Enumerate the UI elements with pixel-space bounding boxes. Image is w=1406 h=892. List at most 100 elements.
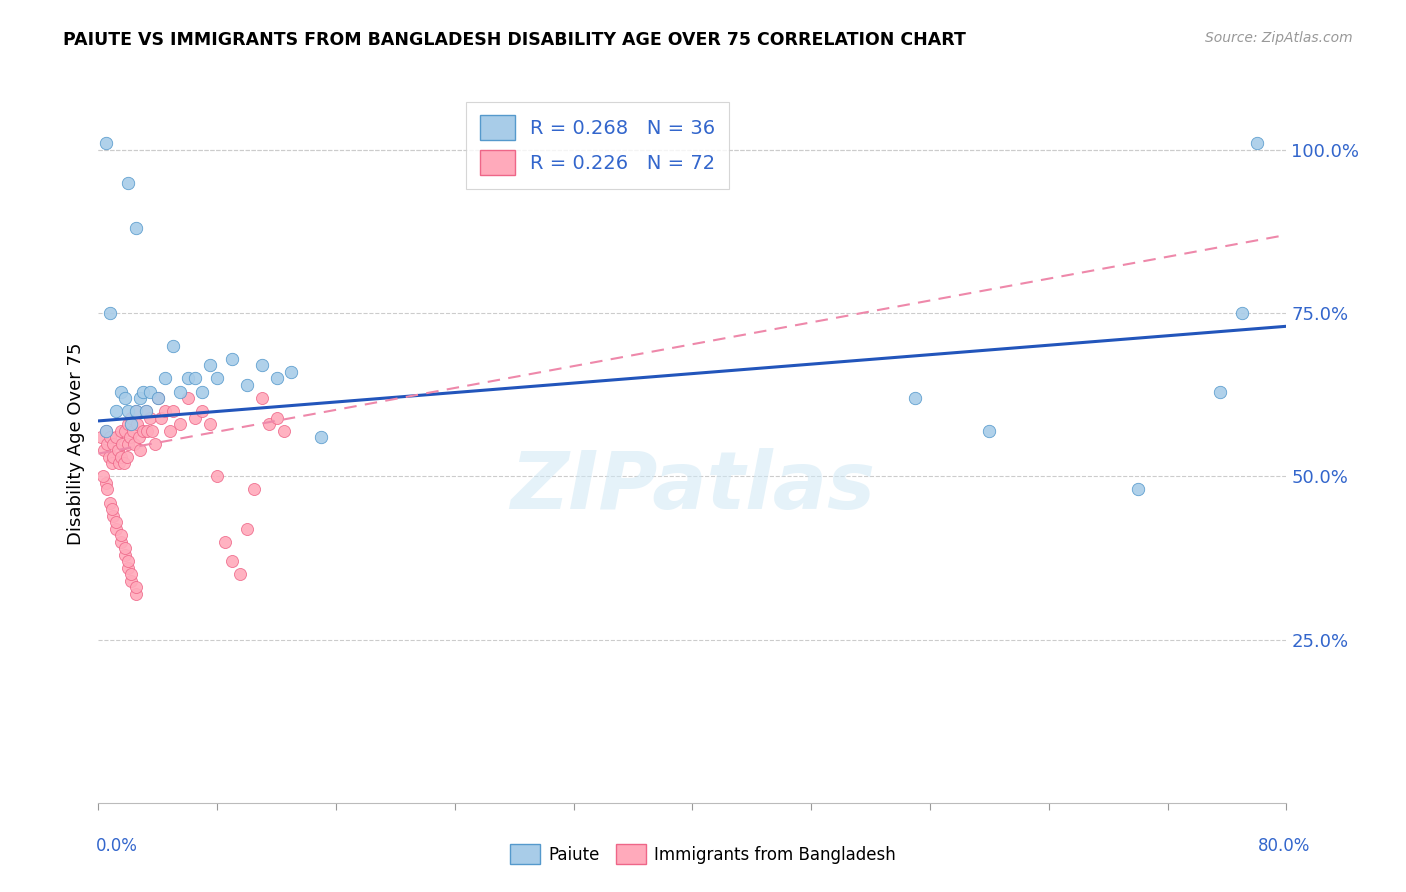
Point xyxy=(101,502,124,516)
Point xyxy=(120,410,142,425)
Point xyxy=(93,443,115,458)
Point xyxy=(139,384,162,399)
Point xyxy=(309,430,332,444)
Point xyxy=(110,534,132,549)
Point xyxy=(122,436,145,450)
Point xyxy=(110,384,132,399)
Point xyxy=(94,424,117,438)
Point xyxy=(191,404,214,418)
Point xyxy=(155,371,177,385)
Point xyxy=(120,417,142,432)
Point xyxy=(184,410,207,425)
Point xyxy=(121,424,143,438)
Point xyxy=(110,450,132,464)
Point xyxy=(979,424,1001,438)
Point xyxy=(94,136,117,151)
Point xyxy=(176,391,198,405)
Point xyxy=(155,404,177,418)
Point xyxy=(124,587,146,601)
Point xyxy=(128,430,150,444)
Point xyxy=(110,528,132,542)
Point xyxy=(266,410,288,425)
Point xyxy=(96,436,118,450)
Point xyxy=(280,365,302,379)
Text: 0.0%: 0.0% xyxy=(96,837,138,855)
Point xyxy=(124,221,146,235)
Point xyxy=(91,469,114,483)
Point xyxy=(266,371,288,385)
Point xyxy=(162,404,184,418)
Point xyxy=(146,391,169,405)
Point xyxy=(124,581,146,595)
Point xyxy=(117,417,139,432)
Point xyxy=(105,430,128,444)
Point xyxy=(1230,306,1253,320)
Point xyxy=(129,443,152,458)
Point xyxy=(98,495,121,509)
Legend: R = 0.268   N = 36, R = 0.226   N = 72: R = 0.268 N = 36, R = 0.226 N = 72 xyxy=(465,102,728,188)
Point xyxy=(103,436,125,450)
Point xyxy=(132,384,155,399)
Legend: Paiute, Immigrants from Bangladesh: Paiute, Immigrants from Bangladesh xyxy=(503,838,903,871)
Point xyxy=(120,574,142,588)
Point xyxy=(124,404,146,418)
Point xyxy=(114,541,136,556)
Point xyxy=(117,404,139,418)
Point xyxy=(132,424,155,438)
Point xyxy=(250,359,273,373)
Point xyxy=(221,554,243,568)
Point xyxy=(904,391,927,405)
Point xyxy=(257,417,280,432)
Point xyxy=(114,424,136,438)
Point xyxy=(273,424,295,438)
Point xyxy=(141,424,163,438)
Point xyxy=(117,176,139,190)
Point xyxy=(169,417,191,432)
Point xyxy=(118,430,141,444)
Point xyxy=(90,430,112,444)
Point xyxy=(103,450,125,464)
Point xyxy=(111,436,134,450)
Point xyxy=(114,391,136,405)
Point xyxy=(176,371,198,385)
Point xyxy=(96,483,118,497)
Point xyxy=(135,404,157,418)
Point xyxy=(105,404,128,418)
Point xyxy=(98,306,121,320)
Point xyxy=(205,469,228,483)
Point xyxy=(105,522,128,536)
Point xyxy=(101,456,124,470)
Point xyxy=(117,554,139,568)
Point xyxy=(117,561,139,575)
Point xyxy=(1208,384,1230,399)
Point xyxy=(221,351,243,366)
Point xyxy=(236,378,259,392)
Point xyxy=(214,534,236,549)
Text: 80.0%: 80.0% xyxy=(1258,837,1310,855)
Point xyxy=(107,443,129,458)
Point xyxy=(205,371,228,385)
Point xyxy=(117,436,139,450)
Point xyxy=(129,391,152,405)
Point xyxy=(1246,136,1268,151)
Point xyxy=(114,548,136,562)
Point xyxy=(135,404,157,418)
Point xyxy=(110,424,132,438)
Point xyxy=(136,424,159,438)
Point xyxy=(191,384,214,399)
Y-axis label: Disability Age Over 75: Disability Age Over 75 xyxy=(66,343,84,545)
Point xyxy=(143,436,166,450)
Point xyxy=(236,522,259,536)
Point xyxy=(162,339,184,353)
Point xyxy=(149,410,172,425)
Point xyxy=(169,384,191,399)
Point xyxy=(228,567,250,582)
Point xyxy=(184,371,207,385)
Text: ZIPatlas: ZIPatlas xyxy=(510,448,875,526)
Point xyxy=(146,391,169,405)
Text: Source: ZipAtlas.com: Source: ZipAtlas.com xyxy=(1205,31,1353,45)
Point xyxy=(120,567,142,582)
Point xyxy=(98,430,121,444)
Point xyxy=(108,456,131,470)
Text: PAIUTE VS IMMIGRANTS FROM BANGLADESH DISABILITY AGE OVER 75 CORRELATION CHART: PAIUTE VS IMMIGRANTS FROM BANGLADESH DIS… xyxy=(63,31,966,49)
